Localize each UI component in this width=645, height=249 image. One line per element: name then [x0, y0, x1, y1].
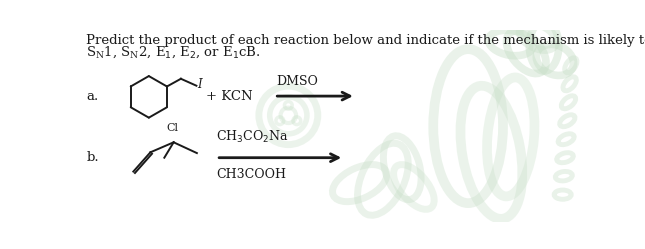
Text: I: I — [197, 78, 202, 91]
Text: b.: b. — [87, 151, 99, 164]
Text: S$_\mathregular{N}$1, S$_\mathregular{N}$2, E$_1$, E$_2$, or E$_1$cB.: S$_\mathregular{N}$1, S$_\mathregular{N}… — [86, 45, 261, 60]
Text: a.: a. — [87, 90, 99, 103]
Text: CH3COOH: CH3COOH — [216, 168, 286, 181]
Text: Predict the product of each reaction below and indicate if the mechanism is like: Predict the product of each reaction bel… — [86, 34, 645, 47]
Text: + KCN: + KCN — [206, 90, 253, 103]
Text: Cl: Cl — [166, 123, 178, 133]
Text: DMSO: DMSO — [276, 75, 318, 88]
Text: CH$_3$CO$_2$Na: CH$_3$CO$_2$Na — [216, 128, 289, 145]
